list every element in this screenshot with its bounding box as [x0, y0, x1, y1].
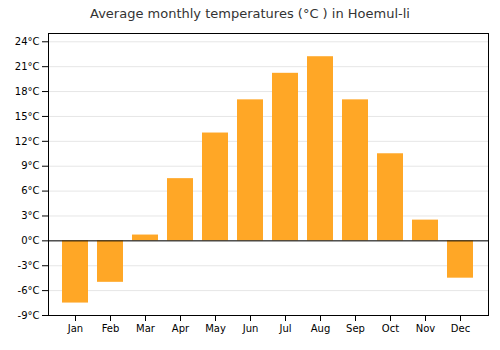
svg-text:Feb: Feb [102, 323, 120, 334]
svg-text:Jul: Jul [278, 323, 291, 334]
svg-text:Sep: Sep [346, 323, 365, 334]
svg-text:3°C: 3°C [21, 210, 39, 221]
svg-text:Nov: Nov [416, 323, 436, 334]
svg-text:0°C: 0°C [21, 235, 39, 246]
svg-text:-3°C: -3°C [18, 260, 40, 271]
svg-text:-6°C: -6°C [18, 285, 40, 296]
svg-text:15°C: 15°C [15, 111, 40, 122]
svg-text:Aug: Aug [311, 323, 331, 334]
svg-text:24°C: 24°C [15, 36, 40, 47]
svg-text:6°C: 6°C [21, 185, 39, 196]
svg-text:Jun: Jun [242, 323, 259, 334]
svg-text:Jan: Jan [67, 323, 83, 334]
svg-text:21°C: 21°C [15, 61, 40, 72]
svg-text:-9°C: -9°C [18, 310, 40, 321]
svg-text:9°C: 9°C [21, 160, 39, 171]
svg-text:12°C: 12°C [15, 136, 40, 147]
html-text:Average monthly temperatures (: Average monthly temperatures (°C ) in Ho… [90, 6, 410, 21]
svg-text:Oct: Oct [382, 323, 399, 334]
svg-text:May: May [205, 323, 226, 334]
svg-text:Apr: Apr [172, 323, 190, 334]
svg-text:18°C: 18°C [15, 86, 40, 97]
svg-text:Mar: Mar [136, 323, 156, 334]
svg-text:Dec: Dec [451, 323, 470, 334]
